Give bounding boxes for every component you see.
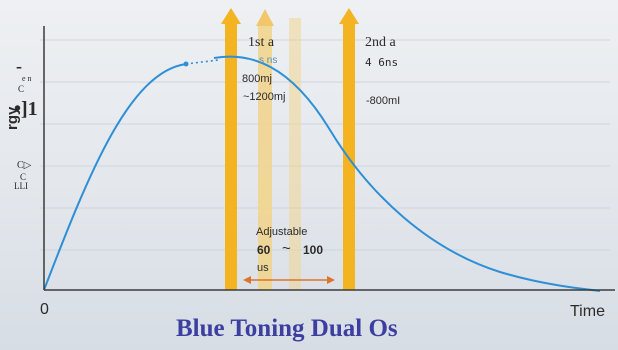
pulse-1-bar: [225, 22, 237, 290]
energy-curve-plateau: [185, 59, 219, 65]
x-axis-label: Time: [570, 303, 605, 320]
y-axis-glyph: C: [20, 172, 27, 182]
pulse-arrowhead-faint: [256, 9, 274, 26]
energy-curve: [43, 63, 187, 291]
interval-arrow-left-head: [243, 276, 251, 284]
pulse-2-energy: -800mI: [366, 95, 401, 107]
pulse-1-arrowhead: [221, 8, 241, 24]
y-axis-label: rgy: [4, 106, 21, 130]
y-axis-glyph: e n: [22, 74, 32, 83]
y-axis-glyph: C▷: [17, 160, 32, 171]
pulse-2-arrowhead: [339, 8, 359, 24]
pulse-2-title: 2nd a: [365, 35, 396, 50]
pulse-1-title: 1st a: [248, 35, 275, 50]
y-axis-glyph: LLI: [14, 181, 28, 191]
interval-unit: us: [257, 262, 269, 274]
curve-marker: [183, 61, 189, 67]
interval-range-low: 60: [257, 243, 271, 257]
energy-curve: [213, 55, 601, 292]
x-axis-origin-label: 0: [40, 301, 49, 318]
y-axis-glyph: -: [16, 56, 22, 76]
interval-range-separator: ~: [282, 240, 291, 257]
y-axis-glyph: •]1: [14, 98, 38, 120]
pulse-2-duration: 4 6ns: [365, 56, 399, 69]
diagram-title: Blue Toning Dual Os: [176, 315, 398, 342]
y-axis-glyph: C: [18, 84, 25, 94]
interval-range-high: 100: [303, 243, 324, 257]
pulse-glow-faint: [258, 24, 272, 290]
pulse-1-energy-2: ~1200mj: [243, 91, 286, 103]
pulse-1-energy-1: 800mj: [242, 73, 272, 85]
pulse-2-bar: [343, 22, 355, 290]
interval-label: Adjustable: [256, 226, 308, 238]
pulse-1-subtitle: s ns: [259, 55, 278, 66]
interval-arrow-right-head: [327, 276, 335, 284]
grid-lines: [40, 39, 610, 251]
pulse-glow-faint: [289, 18, 301, 290]
